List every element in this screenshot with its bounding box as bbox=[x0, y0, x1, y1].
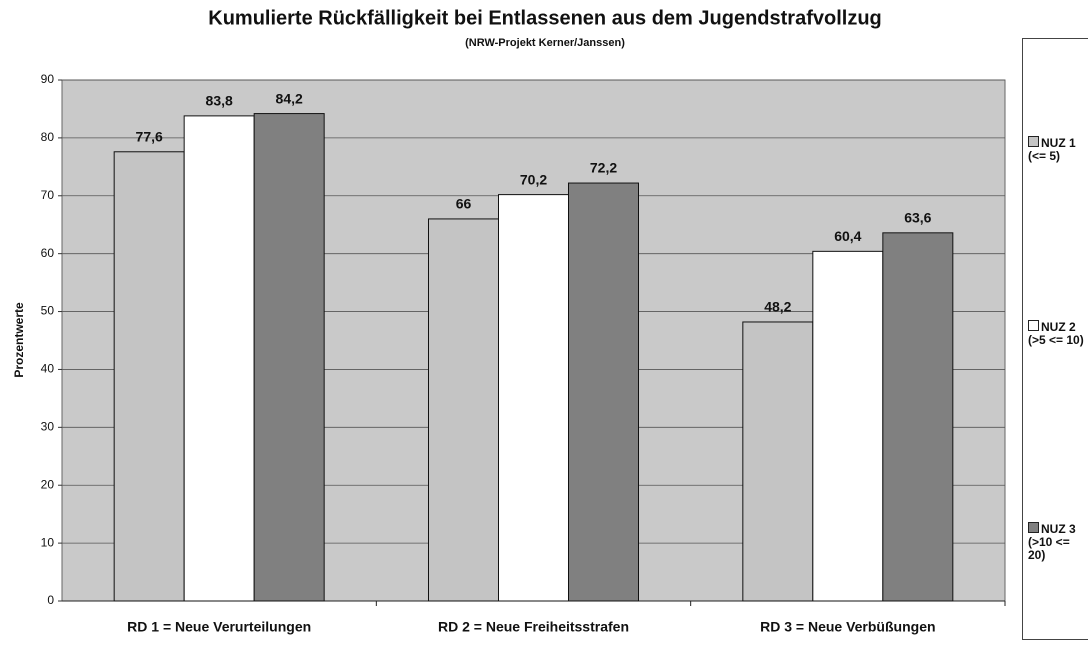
y-tick-label: 20 bbox=[41, 477, 55, 491]
bar bbox=[812, 250, 884, 602]
x-tick-label: RD 1 = Neue Verurteilungen bbox=[127, 619, 311, 635]
x-tick-label: RD 2 = Neue Freiheitsstrafen bbox=[438, 619, 629, 635]
legend-item: NUZ 1 (<= 5) bbox=[1028, 136, 1086, 163]
value-label: 63,6 bbox=[904, 210, 931, 226]
y-tick-label: 60 bbox=[41, 246, 55, 260]
bar bbox=[113, 151, 185, 602]
bar bbox=[253, 113, 325, 602]
legend-swatch bbox=[1028, 320, 1039, 331]
y-tick-label: 50 bbox=[41, 304, 55, 318]
legend-label: NUZ 3 (>10 <= 20) bbox=[1028, 522, 1076, 562]
legend-swatch bbox=[1028, 136, 1039, 147]
value-label: 77,6 bbox=[136, 128, 163, 144]
legend-label: NUZ 1 (<= 5) bbox=[1028, 136, 1076, 163]
value-label: 48,2 bbox=[764, 299, 791, 315]
y-tick-label: 10 bbox=[41, 535, 55, 549]
bar bbox=[742, 321, 814, 602]
value-label: 66 bbox=[456, 196, 472, 212]
y-tick-label: 80 bbox=[41, 130, 55, 144]
value-label: 72,2 bbox=[590, 160, 617, 176]
chart-title: Kumulierte Rückfälligkeit bei Entlassene… bbox=[208, 7, 882, 29]
bar bbox=[882, 232, 954, 602]
value-label: 83,8 bbox=[206, 93, 233, 109]
bar bbox=[498, 194, 569, 602]
x-tick-label: RD 3 = Neue Verbüßungen bbox=[760, 619, 935, 635]
legend-label: NUZ 2 (>5 <= 10) bbox=[1028, 320, 1084, 347]
bar bbox=[428, 218, 499, 602]
legend-item: NUZ 3 (>10 <= 20) bbox=[1028, 522, 1086, 562]
bar bbox=[568, 182, 639, 602]
bar bbox=[183, 115, 255, 602]
y-tick-label: 70 bbox=[41, 188, 55, 202]
y-tick-label: 30 bbox=[41, 420, 55, 434]
legend-item: NUZ 2 (>5 <= 10) bbox=[1028, 320, 1086, 347]
y-tick-label: 0 bbox=[47, 593, 54, 607]
y-tick-label: 90 bbox=[41, 72, 55, 86]
y-tick-label: 40 bbox=[41, 362, 55, 376]
chart-subtitle: (NRW-Projekt Kerner/Janssen) bbox=[465, 37, 625, 49]
legend-swatch bbox=[1028, 522, 1039, 533]
value-label: 84,2 bbox=[276, 90, 303, 106]
value-label: 70,2 bbox=[520, 171, 547, 187]
y-axis-label: Prozentwerte bbox=[12, 302, 26, 378]
legend bbox=[1022, 38, 1088, 640]
value-label: 60,4 bbox=[834, 228, 861, 244]
